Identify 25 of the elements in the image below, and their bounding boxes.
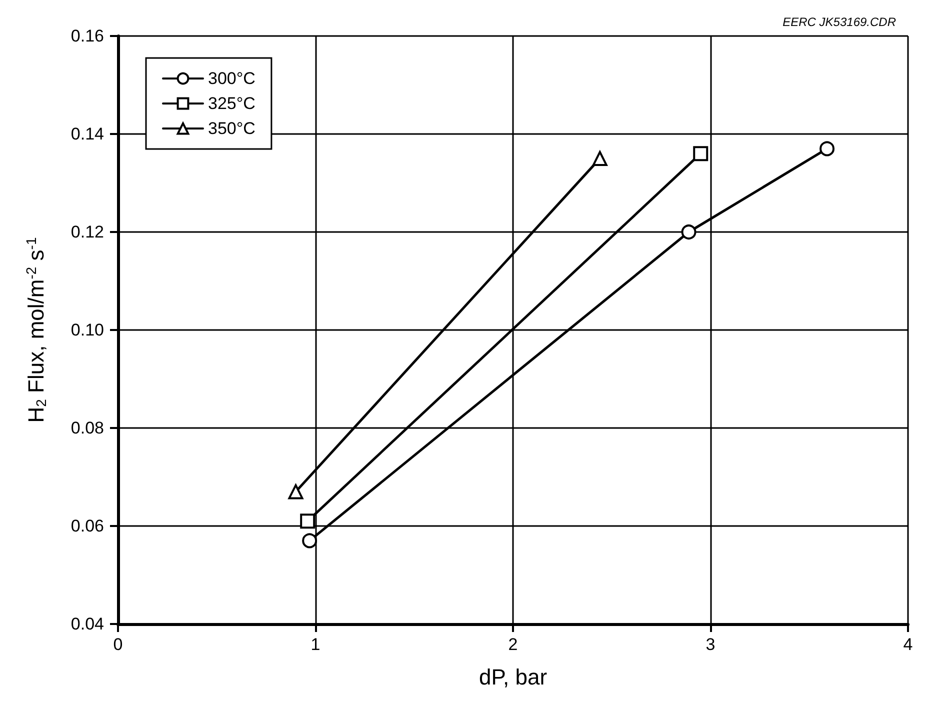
y-tick-label: 0.06 bbox=[70, 516, 104, 536]
legend-label: 350°C bbox=[208, 119, 256, 138]
y-axis-title: H2 Flux, mol/m-2 s-1 bbox=[23, 237, 49, 423]
x-tick-label: 0 bbox=[113, 635, 123, 654]
point bbox=[820, 141, 835, 156]
legend-label: 325°C bbox=[208, 94, 256, 113]
legend-label: 300°C bbox=[208, 69, 256, 88]
y-tick-label: 0.16 bbox=[70, 26, 104, 46]
point bbox=[693, 146, 708, 162]
x-tick-label: 1 bbox=[310, 635, 320, 654]
y-tick-label: 0.10 bbox=[70, 320, 104, 340]
y-tick-label: 0.14 bbox=[70, 124, 104, 144]
y-tick-label: 0.12 bbox=[70, 222, 104, 242]
x-tick-label: 4 bbox=[903, 635, 913, 654]
x-tick-label: 2 bbox=[508, 635, 518, 654]
text: EERC JK53169.CDR bbox=[782, 15, 896, 29]
y-tick-label: 0.04 bbox=[70, 614, 104, 634]
x-tick-label: 3 bbox=[706, 635, 716, 654]
y-tick-label: 0.08 bbox=[70, 418, 104, 438]
point bbox=[302, 533, 318, 548]
point bbox=[300, 514, 316, 529]
x-axis-title: dP, bar bbox=[478, 664, 548, 690]
point bbox=[288, 484, 304, 500]
point bbox=[681, 224, 696, 240]
point bbox=[592, 151, 608, 166]
